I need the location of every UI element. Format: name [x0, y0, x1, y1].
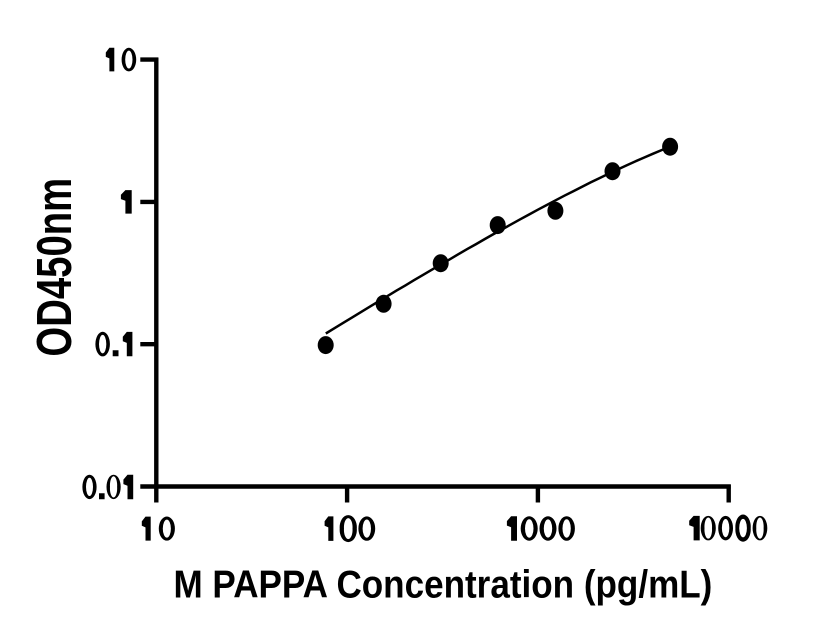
svg-text:M PAPPA Concentration (pg/mL): M PAPPA Concentration (pg/mL): [173, 563, 712, 606]
svg-text:OD450nm: OD450nm: [27, 178, 82, 357]
